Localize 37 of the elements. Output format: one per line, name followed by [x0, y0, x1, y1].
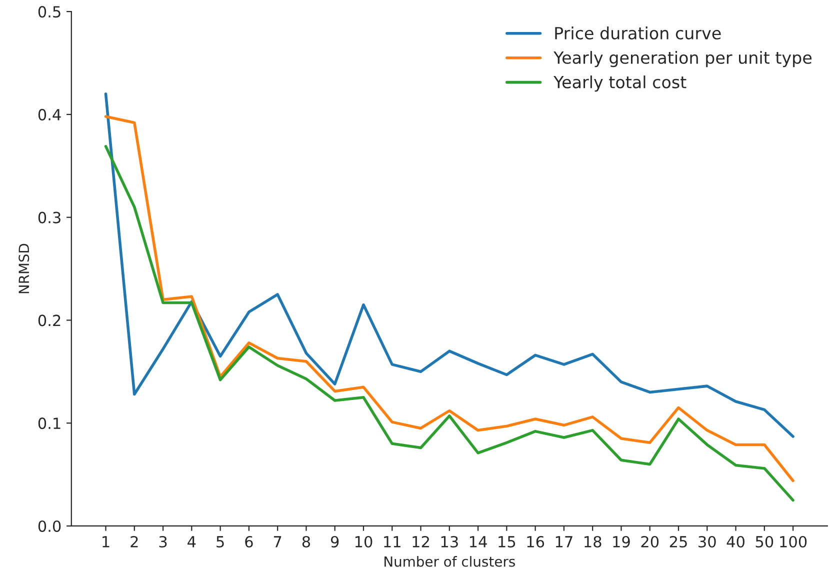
x-tick-label: 5 — [216, 536, 224, 548]
x-tick-label: 17 — [556, 536, 572, 548]
legend-label: Yearly total cost — [554, 75, 686, 92]
y-tick-label: 0.2 — [38, 314, 60, 326]
x-tick-label: 7 — [274, 536, 282, 548]
legend-label: Yearly generation per unit type — [554, 51, 812, 68]
legend-label: Price duration curve — [555, 26, 721, 40]
x-tick-label: 13 — [441, 536, 458, 548]
x-tick-label: 1 — [102, 536, 110, 548]
x-tick-label: 18 — [584, 536, 602, 548]
y-axis-title: NRMSD — [18, 244, 30, 294]
y-tick-label: 0.4 — [38, 108, 61, 120]
x-tick-label: 19 — [613, 536, 630, 548]
x-tick-label: 9 — [330, 536, 339, 548]
x-tick-label: 2 — [130, 536, 138, 548]
x-tick-label: 25 — [670, 536, 687, 548]
x-tick-label: 100 — [780, 536, 807, 548]
x-tick-label: 3 — [159, 536, 167, 548]
y-tick-label: 0.0 — [38, 520, 61, 532]
x-tick-label: 4 — [188, 536, 196, 548]
x-tick-label: 10 — [355, 536, 372, 548]
x-tick-label: 16 — [527, 536, 544, 548]
x-tick-label: 20 — [641, 536, 659, 548]
x-tick-label: 12 — [412, 536, 429, 548]
x-tick-label: 15 — [498, 536, 516, 548]
x-tick-label: 40 — [726, 536, 744, 548]
x-tick-label: 30 — [698, 536, 716, 548]
line-series — [104, 92, 794, 438]
x-tick-label: 11 — [384, 536, 400, 548]
y-tick-label: 0.3 — [38, 212, 60, 224]
x-tick-label: 6 — [245, 536, 253, 548]
x-tick-label: 50 — [756, 536, 774, 548]
y-tick-label: 0.1 — [38, 418, 60, 430]
x-tick-label: 8 — [302, 536, 310, 548]
x-axis-title: Number of clusters — [384, 556, 515, 567]
y-tick-label: 0.5 — [38, 6, 60, 18]
x-tick-label: 14 — [470, 536, 487, 548]
